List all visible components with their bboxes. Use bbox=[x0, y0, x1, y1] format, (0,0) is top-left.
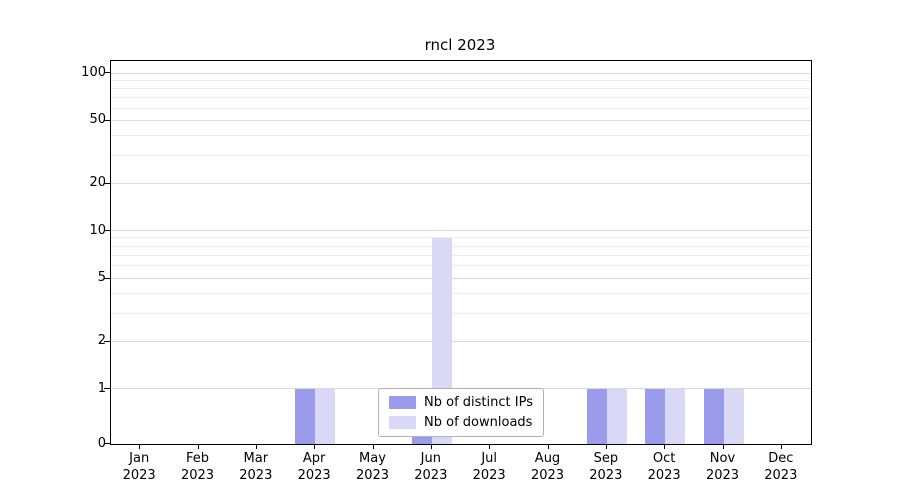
minor-gridline bbox=[111, 87, 811, 89]
x-tick-mark bbox=[255, 444, 257, 449]
bar-downloads bbox=[665, 389, 686, 444]
x-tick-label: Aug 2023 bbox=[530, 451, 565, 483]
x-tick-mark bbox=[197, 444, 199, 449]
x-tick-mark bbox=[372, 444, 374, 449]
major-gridline bbox=[111, 340, 811, 342]
bar-distinct-ips bbox=[645, 389, 666, 444]
minor-gridline bbox=[111, 79, 811, 81]
minor-gridline bbox=[111, 96, 811, 98]
bar-distinct-ips bbox=[586, 389, 607, 444]
x-tick-mark bbox=[489, 444, 491, 449]
major-gridline bbox=[111, 277, 811, 279]
x-tick-label: Jul 2023 bbox=[472, 451, 506, 483]
bar-distinct-ips bbox=[703, 389, 724, 444]
minor-gridline bbox=[111, 254, 811, 256]
major-gridline bbox=[111, 119, 811, 121]
y-tick-label: 100 bbox=[81, 64, 106, 80]
y-tick-mark bbox=[104, 119, 110, 121]
x-tick-mark bbox=[664, 444, 666, 449]
x-tick-mark bbox=[139, 444, 141, 449]
legend-swatch bbox=[389, 416, 417, 429]
minor-gridline bbox=[111, 135, 811, 137]
y-tick-mark bbox=[104, 182, 110, 184]
x-tick-label: Jun 2023 bbox=[414, 451, 448, 483]
x-tick-mark bbox=[430, 444, 432, 449]
minor-gridline bbox=[111, 265, 811, 267]
x-tick-label: Dec 2023 bbox=[764, 451, 798, 483]
x-tick-label: Oct 2023 bbox=[647, 451, 681, 483]
x-tick-mark bbox=[780, 444, 782, 449]
y-tick-mark bbox=[104, 72, 110, 74]
legend-swatch bbox=[389, 396, 417, 409]
minor-gridline bbox=[111, 237, 811, 239]
y-tick-label: 50 bbox=[89, 112, 106, 128]
x-tick-mark bbox=[547, 444, 549, 449]
minor-gridline bbox=[111, 293, 811, 295]
y-tick-mark bbox=[104, 388, 110, 389]
minor-gridline bbox=[111, 312, 811, 314]
x-tick-mark bbox=[605, 444, 607, 449]
legend-item: Nb of downloads bbox=[389, 416, 533, 429]
x-tick-label: Sep 2023 bbox=[589, 451, 623, 483]
major-gridline bbox=[111, 182, 811, 184]
legend-label: Nb of downloads bbox=[424, 415, 533, 430]
x-tick-label: Jan 2023 bbox=[122, 451, 156, 483]
x-tick-label: May 2023 bbox=[355, 451, 390, 483]
minor-gridline bbox=[111, 245, 811, 247]
x-tick-label: Apr 2023 bbox=[297, 451, 331, 483]
major-gridline bbox=[111, 230, 811, 232]
y-tick-label: 20 bbox=[89, 175, 106, 191]
x-tick-mark bbox=[722, 444, 724, 449]
x-tick-mark bbox=[314, 444, 316, 449]
x-tick-label: Nov 2023 bbox=[705, 451, 740, 483]
legend: Nb of distinct IPs Nb of downloads bbox=[378, 388, 544, 437]
bar-distinct-ips bbox=[295, 389, 316, 444]
legend-label: Nb of distinct IPs bbox=[424, 395, 533, 410]
bar-downloads bbox=[606, 389, 627, 444]
minor-gridline bbox=[111, 107, 811, 109]
y-tick-label: 0 bbox=[97, 435, 106, 451]
y-tick-label: 2 bbox=[97, 333, 106, 348]
y-tick-label: 5 bbox=[97, 270, 106, 286]
y-tick-mark bbox=[104, 340, 110, 342]
x-tick-label: Feb 2023 bbox=[180, 451, 215, 483]
bar-downloads bbox=[315, 389, 336, 444]
y-tick-mark bbox=[104, 230, 110, 232]
plot-area: Nb of distinct IPs Nb of downloads bbox=[110, 60, 812, 445]
y-tick-mark bbox=[104, 277, 110, 279]
y-tick-mark bbox=[104, 443, 110, 444]
x-tick-label: Mar 2023 bbox=[239, 451, 273, 483]
major-gridline bbox=[111, 72, 811, 74]
legend-item: Nb of distinct IPs bbox=[389, 396, 533, 409]
chart-title: rncl 2023 bbox=[424, 36, 496, 54]
y-tick-label: 10 bbox=[89, 222, 106, 238]
bar-downloads bbox=[723, 389, 744, 444]
y-tick-label: 1 bbox=[97, 380, 106, 396]
minor-gridline bbox=[111, 154, 811, 156]
